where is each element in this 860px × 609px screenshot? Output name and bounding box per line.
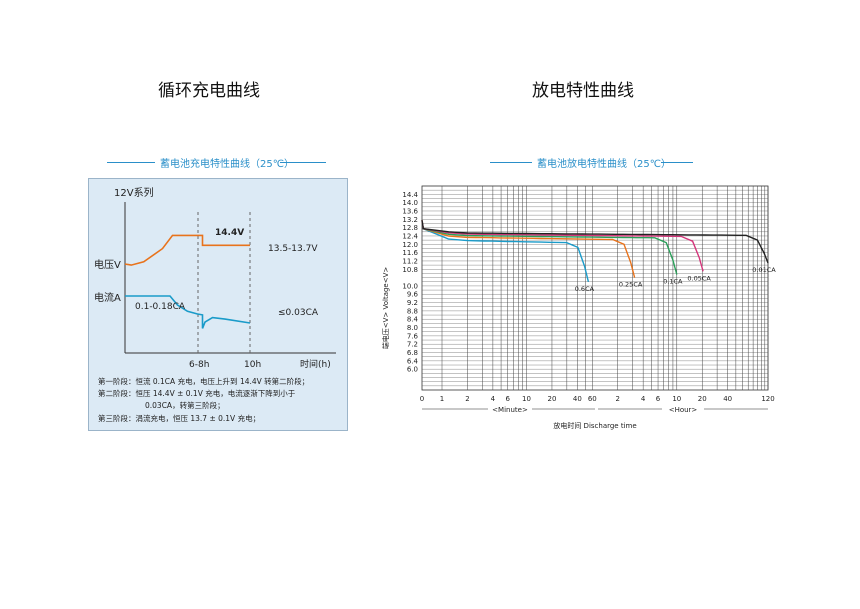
current-start-label: 0.1-0.18CA bbox=[135, 302, 186, 312]
y-tick-label: 6.4 bbox=[407, 357, 419, 365]
x-tick-label: 6 bbox=[656, 395, 661, 403]
discharge-curve bbox=[421, 220, 636, 278]
y-tick-label: 11.6 bbox=[402, 249, 418, 257]
y-tick-label: 6.8 bbox=[407, 349, 418, 357]
y-tick-label: 12.0 bbox=[402, 241, 418, 249]
discharge-y-ticks: 14.414.013.613.212.812.412.011.611.210.8… bbox=[402, 191, 418, 374]
current-end-label: ≤0.03CA bbox=[278, 308, 319, 318]
curve-label: 0.1CA bbox=[663, 277, 683, 285]
y-tick-label: 10.0 bbox=[402, 282, 418, 290]
y-tick-label: 9.6 bbox=[407, 291, 419, 299]
y-tick-label: 14.0 bbox=[402, 199, 418, 207]
y-tick-label: 8.8 bbox=[407, 307, 418, 315]
x-tick-6-8h: 6-8h bbox=[189, 360, 209, 370]
discharge-plot-area bbox=[421, 185, 769, 391]
y-tick-label: 12.8 bbox=[402, 224, 418, 232]
charge-chart-title: 蓄电池充电特性曲线（25℃） bbox=[160, 159, 294, 170]
discharge-curve bbox=[421, 220, 769, 264]
discharge-chart-title: 蓄电池放电特性曲线（25℃） bbox=[537, 159, 671, 170]
stage-note-2: 第二阶段：恒压 14.4V ± 0.1V 充电，电流逐渐下降到小于 bbox=[98, 388, 296, 398]
discharge-section-heading: 放电特性曲线 bbox=[532, 81, 634, 101]
x-tick-label: 40 bbox=[723, 395, 732, 403]
x-tick-10h: 10h bbox=[244, 360, 261, 370]
discharge-grid bbox=[421, 185, 769, 391]
stage-note-2b: 0.03CA，转第三阶段； bbox=[145, 400, 225, 410]
discharge-chart: 14.414.013.613.212.812.412.011.611.210.8… bbox=[381, 185, 777, 430]
caption-rule-right-2 bbox=[661, 162, 693, 163]
caption-rule-left bbox=[107, 162, 155, 163]
discharge-x-ticks: 0 1 2 4 6 10 20 40 60 2 4 6 10 20 40 120 bbox=[420, 395, 775, 403]
x-tick-label: 4 bbox=[491, 395, 496, 403]
discharge-y-label: 端电压<V> Voltage<V> bbox=[381, 267, 390, 350]
curve-label: 0.05CA bbox=[687, 274, 711, 282]
x-tick-label: 60 bbox=[588, 395, 597, 403]
y-tick-label: 9.2 bbox=[407, 299, 418, 307]
curve-label: 0.25CA bbox=[619, 281, 643, 289]
y-tick-label: 10.8 bbox=[402, 266, 418, 274]
x-tick-label: 40 bbox=[573, 395, 582, 403]
voltage-curve bbox=[124, 234, 250, 266]
current-curve bbox=[125, 295, 251, 329]
y-tick-label: 7.2 bbox=[407, 341, 418, 349]
voltage-axis-label: 电压V bbox=[94, 258, 121, 271]
discharge-curves bbox=[421, 220, 769, 282]
caption-rule-right bbox=[280, 162, 326, 163]
y-tick-label: 13.6 bbox=[402, 207, 418, 215]
x-tick-label: 10 bbox=[672, 395, 681, 403]
curve-label: 0.6CA bbox=[575, 285, 595, 293]
charge-section-heading: 循环充电曲线 bbox=[158, 81, 260, 101]
y-tick-label: 8.4 bbox=[407, 316, 419, 324]
y-tick-label: 8.0 bbox=[407, 324, 418, 332]
charge-chart: 12V系列 电压V 电流A 14.4V 13.5-13.7V 0.1-0.18C… bbox=[88, 178, 348, 431]
discharge-curve bbox=[421, 220, 704, 272]
x-tick-label: 6 bbox=[506, 395, 511, 403]
x-tick-label: 2 bbox=[615, 395, 619, 403]
stage-note-3: 第三阶段：涓流充电，恒压 13.7 ± 0.1V 充电； bbox=[98, 413, 260, 423]
x-tick-label: 2 bbox=[465, 395, 469, 403]
voltage-float-label: 13.5-13.7V bbox=[268, 244, 318, 254]
y-tick-label: 12.4 bbox=[402, 232, 418, 240]
x-tick-label: 10 bbox=[522, 395, 531, 403]
x-axis-label: 时间(h) bbox=[300, 358, 331, 370]
discharge-curve-labels: 0.6CA 0.25CA 0.1CA 0.05CA 0.01CA bbox=[575, 266, 777, 293]
stage-note-1: 第一阶段：恒流 0.1CA 充电，电压上升到 14.4V 转第二阶段； bbox=[98, 376, 309, 386]
x-tick-label: 1 bbox=[440, 395, 444, 403]
x-tick-label: 20 bbox=[547, 395, 556, 403]
x-tick-label: 4 bbox=[641, 395, 646, 403]
y-tick-label: 11.2 bbox=[402, 257, 418, 265]
x-tick-label: 120 bbox=[761, 395, 774, 403]
current-axis-label: 电流A bbox=[94, 291, 121, 304]
discharge-curve bbox=[421, 220, 590, 282]
caption-rule-left-2 bbox=[490, 162, 532, 163]
charge-chart-panel bbox=[88, 178, 348, 431]
y-tick-label: 6.0 bbox=[407, 366, 418, 374]
voltage-peak-label: 14.4V bbox=[215, 228, 244, 238]
curve-label: 0.01CA bbox=[752, 266, 776, 274]
x-group-hour: <Hour> bbox=[669, 406, 698, 414]
x-tick-label: 20 bbox=[698, 395, 707, 403]
y-tick-label: 7.6 bbox=[407, 332, 419, 340]
discharge-curve bbox=[421, 220, 678, 275]
y-tick-label: 14.4 bbox=[402, 191, 418, 199]
x-group-minute: <Minute> bbox=[492, 406, 528, 414]
x-tick-label: 0 bbox=[420, 395, 424, 403]
series-label-12v: 12V系列 bbox=[114, 186, 154, 199]
discharge-x-label: 放电时间 Discharge time bbox=[553, 421, 636, 430]
y-tick-label: 13.2 bbox=[402, 216, 418, 224]
